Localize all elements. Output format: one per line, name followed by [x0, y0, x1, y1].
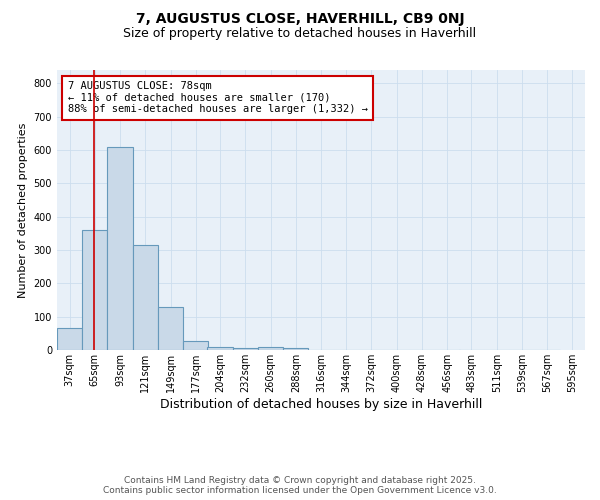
Text: 7, AUGUSTUS CLOSE, HAVERHILL, CB9 0NJ: 7, AUGUSTUS CLOSE, HAVERHILL, CB9 0NJ — [136, 12, 464, 26]
Bar — [57, 328, 82, 350]
Bar — [158, 306, 183, 350]
X-axis label: Distribution of detached houses by size in Haverhill: Distribution of detached houses by size … — [160, 398, 482, 410]
Bar — [233, 348, 258, 350]
Text: Size of property relative to detached houses in Haverhill: Size of property relative to detached ho… — [124, 28, 476, 40]
Bar — [133, 245, 158, 350]
Bar — [208, 348, 233, 350]
Bar — [82, 230, 107, 350]
Bar — [258, 346, 283, 350]
Bar — [183, 341, 208, 350]
Bar — [283, 348, 308, 350]
Y-axis label: Number of detached properties: Number of detached properties — [18, 122, 28, 298]
Text: Contains HM Land Registry data © Crown copyright and database right 2025.
Contai: Contains HM Land Registry data © Crown c… — [103, 476, 497, 495]
Bar — [107, 148, 133, 350]
Text: 7 AUGUSTUS CLOSE: 78sqm
← 11% of detached houses are smaller (170)
88% of semi-d: 7 AUGUSTUS CLOSE: 78sqm ← 11% of detache… — [68, 81, 368, 114]
